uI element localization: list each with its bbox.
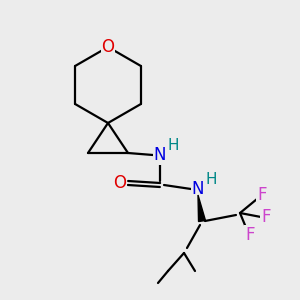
Text: F: F xyxy=(261,208,271,226)
Text: H: H xyxy=(167,139,179,154)
Text: N: N xyxy=(154,146,166,164)
Polygon shape xyxy=(198,195,206,221)
Text: N: N xyxy=(192,180,204,198)
Text: O: O xyxy=(101,38,115,56)
Text: F: F xyxy=(245,226,255,244)
Text: O: O xyxy=(113,174,127,192)
Text: H: H xyxy=(205,172,217,188)
Text: F: F xyxy=(257,186,267,204)
